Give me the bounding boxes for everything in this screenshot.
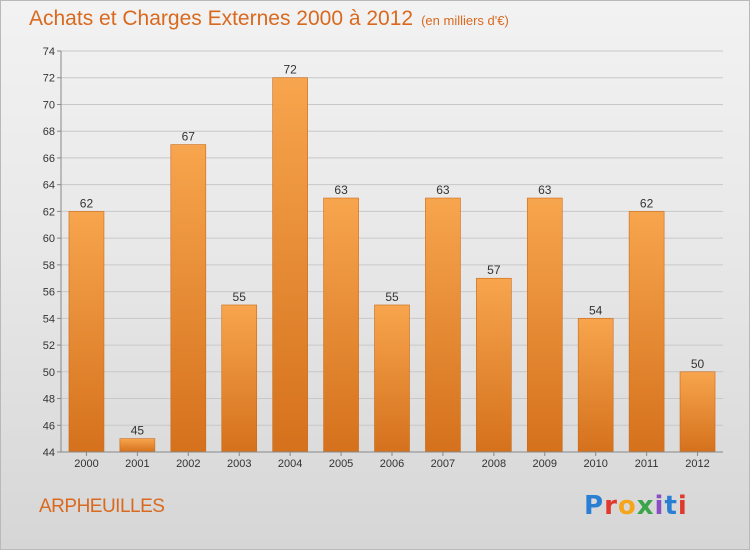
data-label: 54: [589, 303, 603, 317]
x-tick-label: 2003: [227, 458, 251, 470]
data-label: 55: [233, 290, 247, 304]
logo-letter: t: [664, 491, 678, 521]
proxiti-logo[interactable]: Proxiti: [584, 491, 688, 521]
y-tick-label: 70: [43, 99, 55, 111]
y-tick-label: 74: [43, 46, 55, 58]
logo-letter: i: [654, 491, 665, 521]
logo-letter: o: [617, 491, 637, 521]
y-tick-label: 62: [43, 206, 55, 218]
y-tick-label: 44: [43, 447, 55, 459]
title-unit: (en milliers d'€): [421, 13, 509, 28]
x-tick-label: 2001: [125, 458, 149, 470]
y-tick-label: 58: [43, 260, 55, 272]
data-label: 63: [334, 183, 348, 197]
data-label: 57: [487, 263, 501, 277]
bar-layer: [68, 77, 716, 453]
y-tick-label: 56: [43, 287, 55, 299]
bar-2011: [628, 211, 665, 453]
bar-2001: [119, 438, 156, 453]
x-tick-label: 2005: [329, 458, 353, 470]
logo-letter: P: [584, 491, 605, 521]
bar-2010: [577, 318, 614, 453]
x-tick-label: 2012: [685, 458, 709, 470]
bar-2004: [272, 77, 308, 453]
bar-2002: [170, 144, 207, 453]
x-tick-label: 2011: [635, 458, 659, 470]
x-tick-label: 2004: [278, 458, 302, 470]
y-tick-label: 72: [43, 73, 55, 85]
y-tick-label: 52: [43, 340, 55, 352]
x-tick-label: 2009: [533, 458, 557, 470]
town-name: ARPHEUILLES: [39, 496, 165, 517]
bar-chart: 44 46 48 50 52 54 56 58 60 62 64 66 68 70 72 74 2000 2001…: [43, 46, 723, 470]
data-label: 67: [182, 130, 196, 144]
x-tick-label: 2002: [176, 458, 200, 470]
x-tick-label: 2007: [431, 458, 455, 470]
chart-title: Achats et Charges Externes 2000 à 2012 (e…: [29, 7, 509, 31]
logo-letter: i: [677, 491, 688, 521]
x-tick-label: 2000: [74, 458, 98, 470]
title-text: Achats et Charges Externes 2000 à 2012: [29, 7, 414, 30]
y-tick-label: 46: [43, 420, 55, 432]
x-tick-label: 2010: [583, 458, 607, 470]
y-tick-label: 54: [43, 313, 55, 325]
logo-letter: x: [636, 491, 655, 521]
data-label: 62: [80, 196, 94, 210]
data-label: 63: [436, 183, 450, 197]
data-label: 55: [385, 290, 399, 304]
data-label: 50: [691, 357, 705, 371]
bar-2006: [374, 304, 410, 453]
bar-2012: [679, 371, 716, 453]
axis-layer: 44 46 48 50 52 54 56 58 60 62 64 66 68 70 72 74 2000 2001…: [43, 46, 723, 470]
x-tick-label: 2006: [380, 458, 404, 470]
data-label: 62: [640, 196, 654, 210]
logo-letter: r: [604, 491, 618, 521]
y-tick-label: 48: [43, 394, 55, 406]
bar-2003: [221, 304, 258, 453]
data-label: 63: [538, 183, 552, 197]
data-label: 45: [131, 424, 145, 438]
bar-2009: [526, 197, 563, 453]
bar-2005: [323, 197, 359, 453]
y-tick-label: 66: [43, 153, 55, 165]
label-layer: 62 45 67 55 72 63 55 63 57 63 54 62 50: [80, 63, 705, 438]
y-tick-label: 68: [43, 126, 55, 138]
bar-2008: [476, 277, 512, 453]
bar-2000: [68, 211, 105, 453]
bar-2007: [425, 197, 461, 453]
data-label: 72: [283, 63, 297, 77]
y-tick-label: 60: [43, 233, 55, 245]
y-tick-label: 64: [43, 180, 55, 192]
x-tick-label: 2008: [482, 458, 506, 470]
y-tick-label: 50: [43, 367, 55, 379]
